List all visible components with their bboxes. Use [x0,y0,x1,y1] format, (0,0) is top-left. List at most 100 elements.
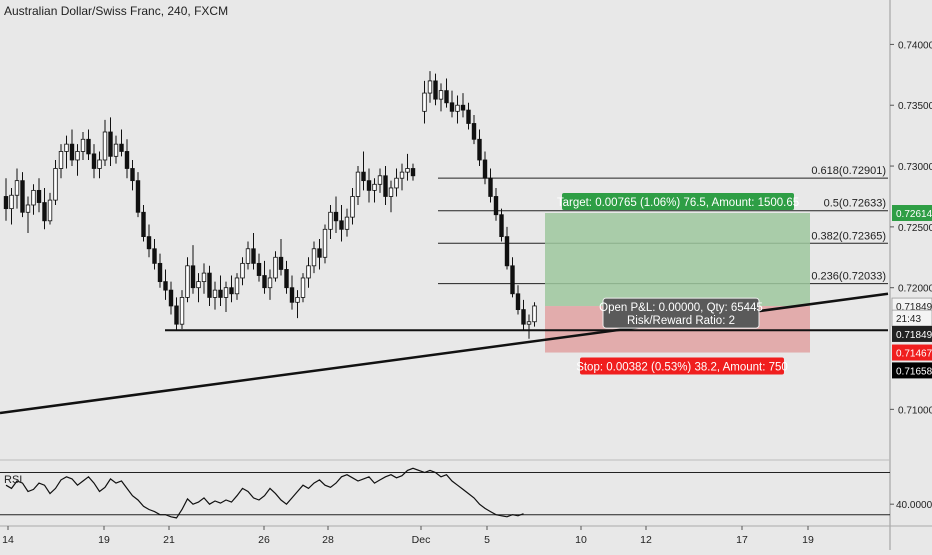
target-label-box [562,193,794,211]
candle-body [388,187,394,197]
candle-body [262,275,267,289]
price-tag-label: 0.71467 [896,349,932,360]
price-tag-label: 0.71849 [896,330,932,341]
candle-body [488,177,493,197]
y-tick-label: 0.74000 [898,40,932,51]
candle-body [482,159,488,179]
y-tick-label: 0.71000 [898,405,932,416]
candle-body [471,123,477,140]
fib-level-label: 0.382(0.72365) [811,230,886,242]
candle-body [185,265,190,298]
candle-body [69,143,75,161]
candle-body [245,248,251,264]
candle-body [256,262,262,276]
x-tick-label: 5 [484,534,490,546]
x-tick-label: 19 [802,534,814,546]
fib-level-label: 0.618(0.72901) [811,165,886,177]
candle-body [344,216,350,230]
price-tag-box [892,325,932,342]
candle-body [267,277,273,289]
candle-body [14,180,20,196]
candle-body [163,281,168,291]
candle-body [141,211,146,238]
candle-body [174,305,179,325]
x-tick-label: 28 [322,534,334,546]
candle-body [300,277,306,298]
candle-body [317,248,322,258]
candle-body [405,168,410,173]
candle-body [102,131,108,161]
candle-body [328,211,333,230]
candle-body [212,289,218,298]
x-tick-label: 12 [640,534,652,546]
candle-body [196,281,201,289]
candle-body [240,262,245,279]
candle-body [499,214,504,238]
candle-body [460,104,466,111]
stop-label: Stop: 0.00382 (0.53%) 38.2, Amount: 750 [576,362,788,374]
candle-body [179,297,185,325]
candle-body [207,272,212,298]
price-tag-box [892,205,932,222]
candle-body [444,90,449,104]
price-tag-box [892,362,932,379]
candle-body [229,287,234,295]
candle-body [289,287,295,303]
candle-body [394,177,399,189]
candle-body [108,131,113,157]
candle-body [9,194,14,210]
candle-body [119,143,124,152]
candle-body [295,297,300,303]
candle-body [47,199,53,222]
candle-body [190,265,196,289]
candle-body [455,104,460,112]
x-tick-label: 21 [163,534,175,546]
candle-body [3,196,9,210]
y-tick-label: 0.72000 [898,284,932,295]
candle-body [361,171,366,182]
candle-body [504,236,510,267]
candle-body [333,211,339,222]
price-tag-label: 0.72614 [896,209,932,220]
x-tick-label: 17 [736,534,748,546]
candle-body [218,289,223,298]
candle-body [383,175,388,197]
candle-body [91,153,97,169]
candle-body [410,168,416,177]
candle-body [168,289,174,307]
y-tick-label: 0.73500 [898,101,932,112]
candle-body [399,171,405,179]
candle-body [157,262,163,283]
candle-body [64,143,69,152]
candle-body [53,168,58,201]
pnl-label-line1: Open P&L: 0.00000, Qty: 65445 [599,302,763,314]
candle-body [372,183,377,191]
rsi-line [5,467,524,519]
candle-body [466,109,471,124]
price-tag-label: 21:43 [896,314,921,325]
candle-body [31,189,36,206]
candle-body [234,277,240,295]
candle-body [449,102,455,112]
x-tick-label: 14 [2,534,14,546]
candle-body [438,90,444,100]
candle-body [322,228,328,258]
candle-body [366,180,372,191]
candle-body [521,309,526,325]
candle-body [526,321,532,325]
candle-body [75,151,80,161]
candle-body [377,175,383,185]
y-tick-label: 0.73000 [898,162,932,173]
candle-body [278,256,284,270]
x-tick-label: 26 [258,534,270,546]
candle-body [433,80,438,100]
candle-body [251,248,256,264]
rsi-axis-label: 40.0000 [896,500,932,511]
candle-body [130,168,135,182]
price-tag-label: 0.71658 [896,366,932,377]
rsi-label: RSI [4,474,23,486]
candle-body [355,171,361,197]
x-tick-label: 19 [98,534,110,546]
